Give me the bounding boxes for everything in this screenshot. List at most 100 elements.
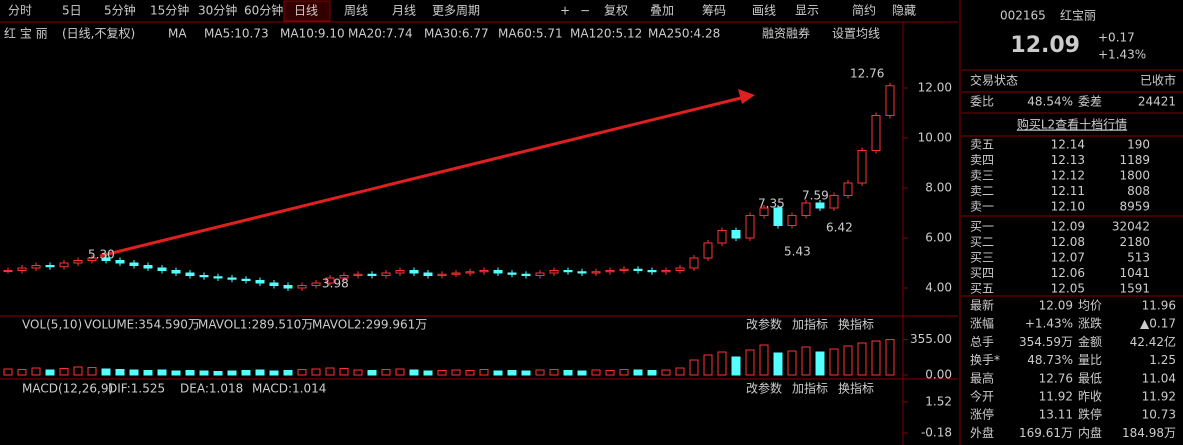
ma-value: MA120:5.12 xyxy=(570,27,642,41)
candle xyxy=(101,257,111,261)
toolbar-button[interactable]: + xyxy=(560,4,570,18)
candle xyxy=(521,273,531,276)
volume-bar xyxy=(423,370,433,376)
candle xyxy=(507,272,517,275)
indicator-value: MAVOL1:289.510万 xyxy=(198,318,313,332)
ma-value: MA5:10.73 xyxy=(204,27,269,41)
row-label: 内盘 xyxy=(1078,425,1102,440)
candle xyxy=(339,275,349,279)
candle xyxy=(787,215,797,226)
candle xyxy=(3,270,13,272)
annotation-arrow xyxy=(99,95,746,258)
volume-bar xyxy=(521,370,531,376)
volume-bar xyxy=(675,367,685,376)
toolbar-button[interactable]: 显示 xyxy=(795,4,819,18)
toolbar-button[interactable]: 叠加 xyxy=(650,4,674,18)
book-price: 12.08 xyxy=(1051,235,1085,249)
price-annotation: 3.98 xyxy=(322,277,349,291)
toolbar-button[interactable]: 隐藏 xyxy=(892,4,916,18)
candle xyxy=(633,268,643,271)
candle xyxy=(661,270,671,273)
row-value: 11.92 xyxy=(1142,390,1176,404)
candle xyxy=(199,275,209,278)
row-value: 12.09 xyxy=(1039,299,1073,313)
pane-button[interactable]: 加指标 xyxy=(792,381,828,396)
candle xyxy=(17,267,27,271)
toolbar-link[interactable]: 融资融券 xyxy=(762,26,810,41)
candle xyxy=(829,195,839,209)
volume-bar xyxy=(269,370,279,376)
row-label: 交易状态 xyxy=(970,73,1018,88)
volume-bar xyxy=(129,369,139,376)
volume-bar xyxy=(101,368,111,376)
candle xyxy=(143,265,153,269)
toolbar-button[interactable]: 分时 xyxy=(8,4,32,18)
candle xyxy=(409,270,419,274)
toolbar-button[interactable]: 15分钟 xyxy=(150,3,189,18)
candle xyxy=(885,85,895,116)
toolbar-button[interactable]: 月线 xyxy=(392,4,416,18)
volume-bar xyxy=(199,370,209,376)
row-value: 11.04 xyxy=(1142,371,1176,385)
book-price: 12.06 xyxy=(1051,266,1085,280)
pane-button[interactable]: 改参数 xyxy=(746,381,782,396)
volume-bar xyxy=(45,369,55,376)
book-price: 12.05 xyxy=(1051,282,1085,296)
book-label: 买五 xyxy=(970,282,994,296)
pane-button[interactable]: 换指标 xyxy=(838,381,874,396)
volume-bar xyxy=(227,370,237,376)
candle xyxy=(423,272,433,276)
y-tick-label: 4.00 xyxy=(925,281,952,295)
chart-mode: (日线,不复权) xyxy=(62,27,135,41)
toolbar-button[interactable]: 30分钟 xyxy=(198,3,237,18)
volume-bar xyxy=(549,369,559,376)
row-label: 跌停 xyxy=(1078,407,1102,422)
tab-active xyxy=(283,0,331,22)
volume-bar xyxy=(73,366,83,376)
volume-bar xyxy=(115,369,125,376)
toolbar-button[interactable]: 日线 xyxy=(294,4,318,18)
l2-link[interactable]: 购买L2查看十档行情 xyxy=(1017,117,1127,132)
candle xyxy=(311,282,321,286)
volume-bar xyxy=(745,349,755,376)
candle xyxy=(255,280,265,284)
toolbar-button[interactable]: 筹码 xyxy=(702,4,726,18)
toolbar-button[interactable]: 简约 xyxy=(852,3,876,18)
y-tick-label: 10.00 xyxy=(918,131,952,145)
indicator-value: MACD:1.014 xyxy=(252,382,326,396)
row-label: 外盘 xyxy=(970,425,994,440)
toolbar-button[interactable]: 周线 xyxy=(344,4,368,18)
volume-bar xyxy=(563,370,573,376)
volume-bar xyxy=(843,345,853,376)
last-price: 12.09 xyxy=(1010,33,1080,58)
row-value: 10.73 xyxy=(1142,408,1176,422)
ma-value: MA20:7.74 xyxy=(348,27,413,41)
toolbar-button[interactable]: 更多周期 xyxy=(432,4,480,18)
candle xyxy=(213,276,223,279)
candle xyxy=(59,262,69,268)
pane-button[interactable]: 加指标 xyxy=(792,317,828,332)
indicator-value: DEA:1.018 xyxy=(180,382,243,396)
toolbar-button[interactable]: 60分钟 xyxy=(244,3,283,18)
toolbar-button[interactable]: − xyxy=(580,4,590,18)
volume-bar xyxy=(633,369,643,376)
toolbar-link[interactable]: 设置均线 xyxy=(832,27,880,41)
toolbar-button[interactable]: 画线 xyxy=(752,4,776,18)
toolbar-button[interactable]: 复权 xyxy=(604,4,628,18)
pane-button[interactable]: 换指标 xyxy=(838,317,874,332)
toolbar-button[interactable]: 5分钟 xyxy=(104,3,136,18)
pane-button[interactable]: 改参数 xyxy=(746,317,782,332)
toolbar-button[interactable]: 5日 xyxy=(62,4,82,18)
candle xyxy=(395,270,405,274)
candle xyxy=(549,270,559,274)
row-label: 涨跌 xyxy=(1078,316,1102,331)
row-label: 委比 xyxy=(970,95,994,109)
candle xyxy=(745,215,755,239)
y-tick-label: 355.00 xyxy=(910,332,952,346)
row-value: 已收市 xyxy=(1140,73,1176,88)
candle xyxy=(647,270,657,273)
candle xyxy=(325,277,335,284)
book-label: 卖一 xyxy=(970,200,994,214)
book-label: 卖四 xyxy=(970,153,994,167)
